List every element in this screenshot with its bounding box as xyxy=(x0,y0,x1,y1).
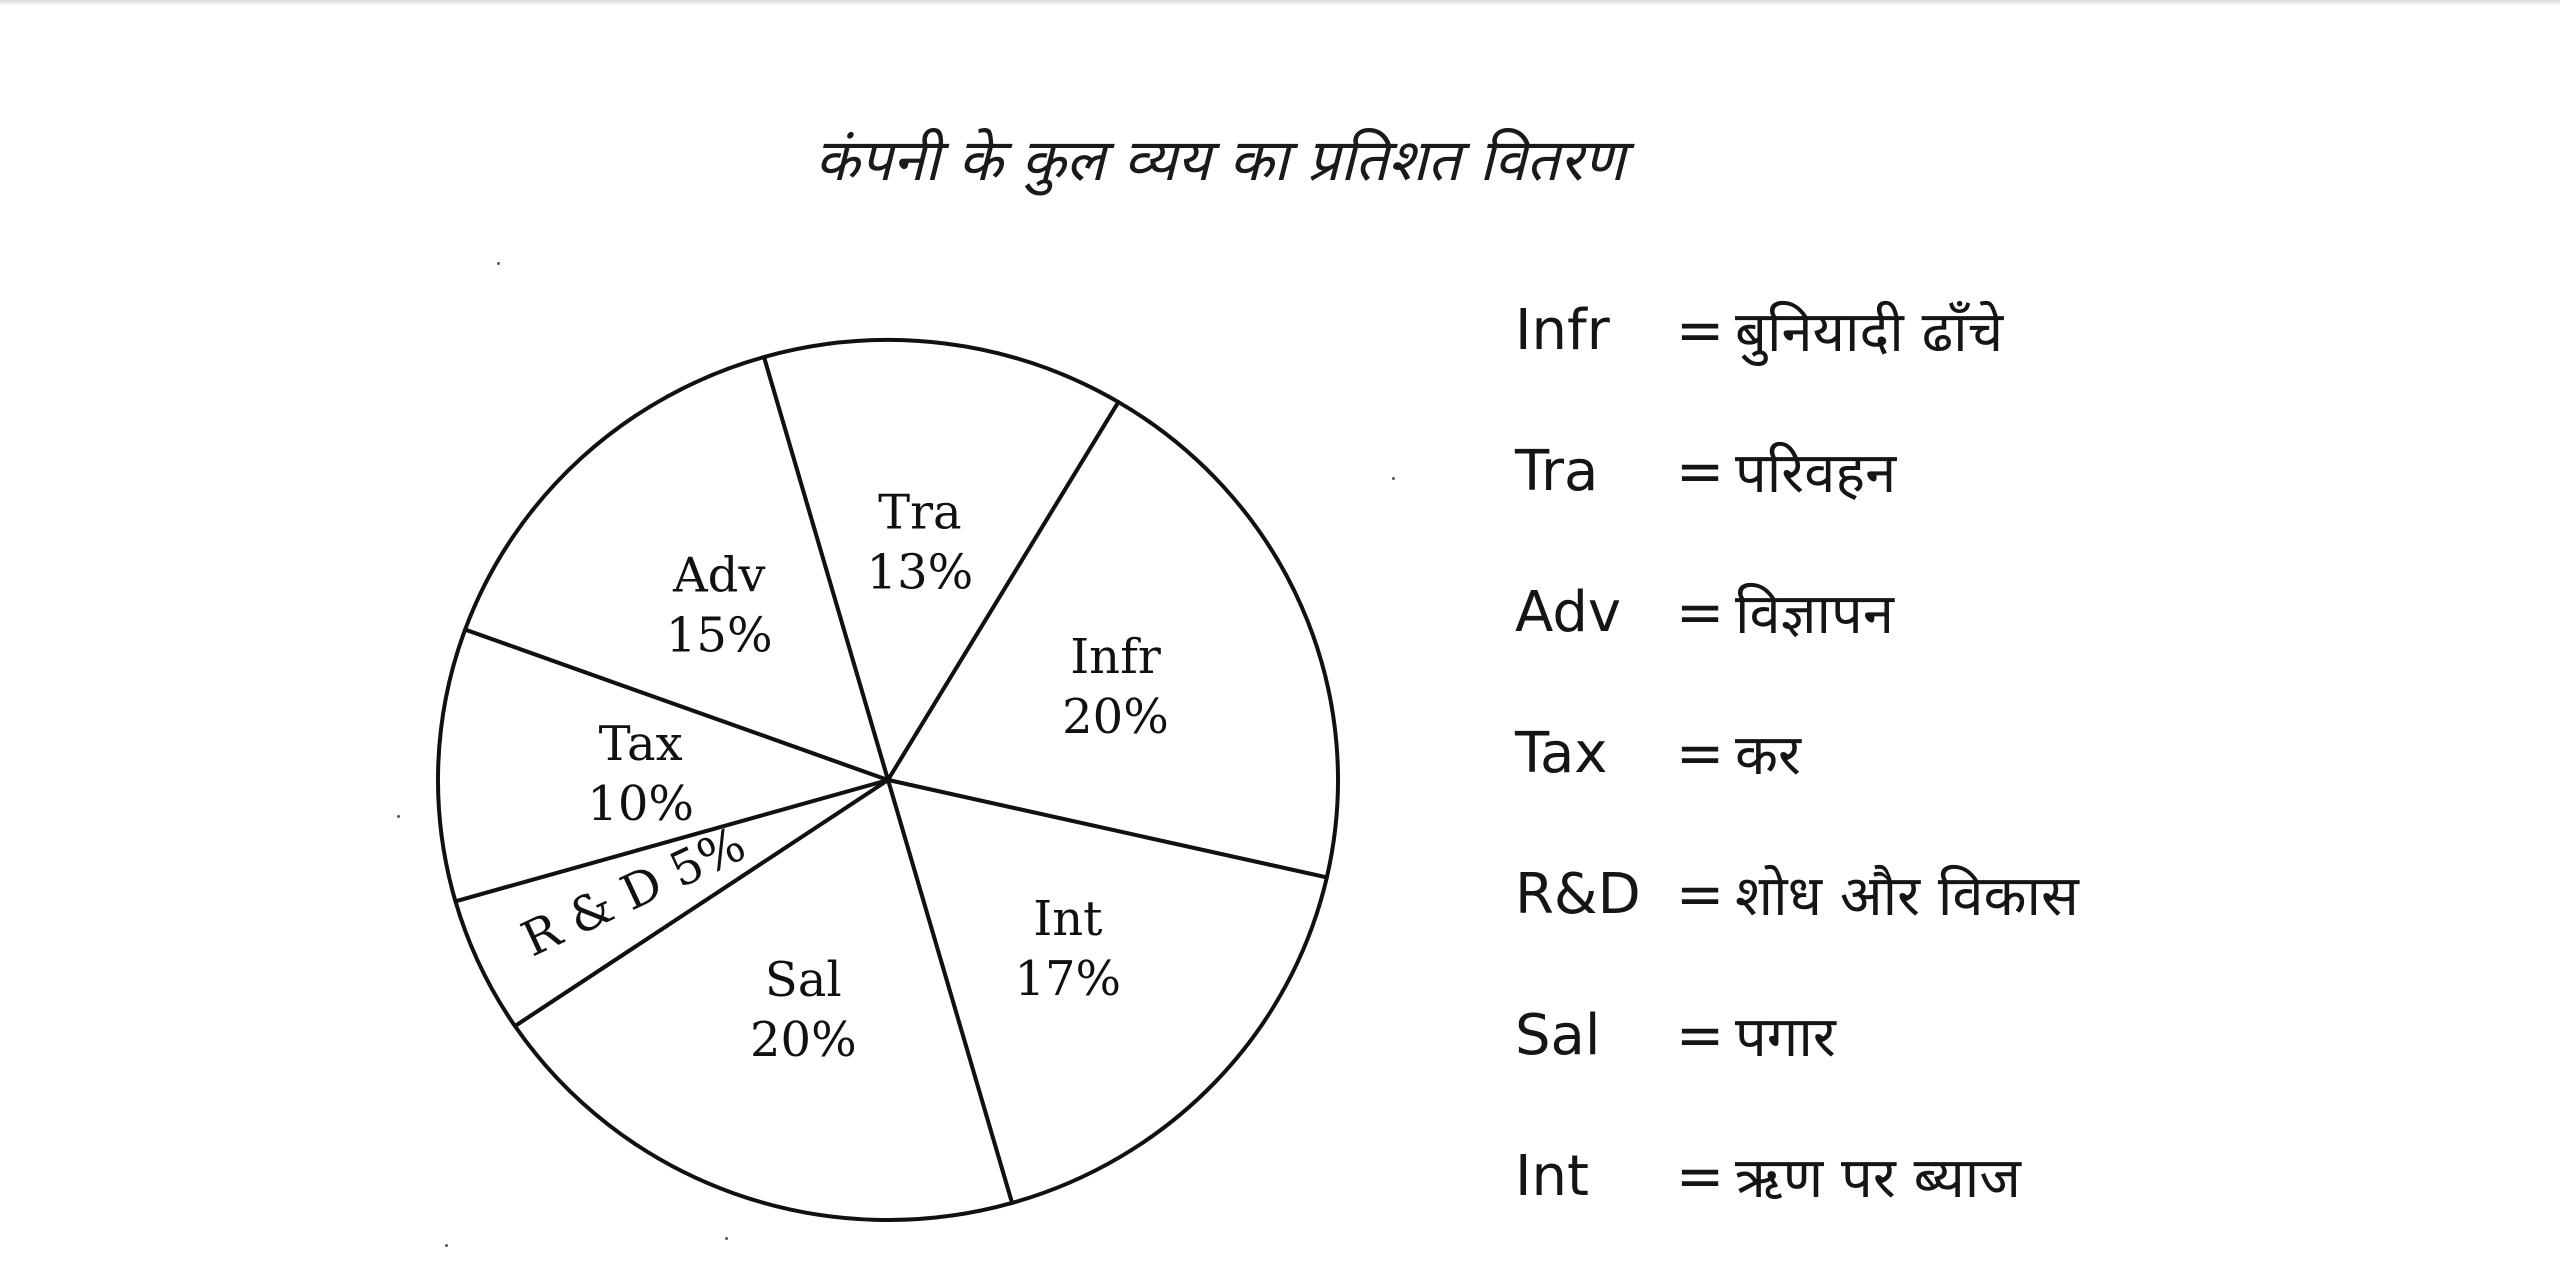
pie-slice-sal xyxy=(512,778,1015,1222)
pie-label-tra: Tra xyxy=(878,485,962,541)
pie-label-sal: Sal xyxy=(765,952,842,1008)
pie-label-adv: Adv xyxy=(672,548,766,604)
legend-equals: = xyxy=(1675,1142,1725,1210)
legend-equals: = xyxy=(1675,437,1725,505)
legend-item-tra: Tra = परिवहन xyxy=(1515,426,1896,516)
legend-abbr: Tra xyxy=(1515,438,1599,504)
pie-value-tax: 10% xyxy=(587,776,694,832)
speck xyxy=(445,1244,448,1247)
speck xyxy=(497,262,500,265)
legend-abbr: Infr xyxy=(1515,297,1610,363)
speck xyxy=(397,815,400,818)
legend-equals: = xyxy=(1675,860,1725,928)
legend-description: कर xyxy=(1735,723,1801,788)
legend-item-int: Int = ऋण पर ब्याज xyxy=(1515,1131,2021,1221)
pie-value-infr: 20% xyxy=(1062,689,1169,745)
pie-value-adv: 15% xyxy=(666,608,773,664)
legend-item-infr: Infr = बुनियादी ढाँचे xyxy=(1515,285,2003,375)
legend-description: परिवहन xyxy=(1735,441,1897,506)
legend-abbr: Sal xyxy=(1515,1002,1601,1068)
legend-equals: = xyxy=(1675,578,1725,646)
legend-abbr: R&D xyxy=(1515,861,1641,927)
legend-item-r-d: R&D = शोध और विकास xyxy=(1515,849,2079,939)
pie-slice-infr xyxy=(886,400,1340,880)
legend-description: शोध और विकास xyxy=(1735,864,2079,929)
pie-slices xyxy=(436,338,1340,1222)
legend-equals: = xyxy=(1675,296,1725,364)
legend-equals: = xyxy=(1675,719,1725,787)
speck xyxy=(1392,477,1395,480)
legend-item-tax: Tax = कर xyxy=(1515,708,1801,798)
pie-slice-tra xyxy=(761,338,1121,782)
legend-description: बुनियादी ढाँचे xyxy=(1735,300,2004,365)
pie-value-sal: 20% xyxy=(750,1012,857,1068)
legend-abbr: Int xyxy=(1515,1143,1589,1209)
legend-item-sal: Sal = पगार xyxy=(1515,990,1836,1080)
legend-description: विज्ञापन xyxy=(1735,582,1894,647)
pie-value-tra: 13% xyxy=(867,545,974,601)
legend-abbr: Tax xyxy=(1515,720,1608,786)
pie-slice-adv xyxy=(463,355,890,782)
pie-slice-tax xyxy=(436,627,890,904)
speck xyxy=(725,1237,728,1240)
pie-value-int: 17% xyxy=(1014,951,1121,1007)
chart-title: कंपनी के कुल व्यय का प्रतिशत वितरण xyxy=(815,126,1625,194)
top-shadow xyxy=(0,0,2560,6)
legend-abbr: Adv xyxy=(1515,579,1622,645)
pie-label-int: Int xyxy=(1033,891,1102,947)
legend-description: पगार xyxy=(1735,1005,1836,1070)
pie-slice-int xyxy=(886,778,1329,1205)
pie-label-tax: Tax xyxy=(599,716,683,772)
legend-equals: = xyxy=(1675,1001,1725,1069)
pie-label-infr: Infr xyxy=(1070,629,1161,685)
legend-item-adv: Adv = विज्ञापन xyxy=(1515,567,1894,657)
legend-description: ऋण पर ब्याज xyxy=(1735,1146,2021,1211)
